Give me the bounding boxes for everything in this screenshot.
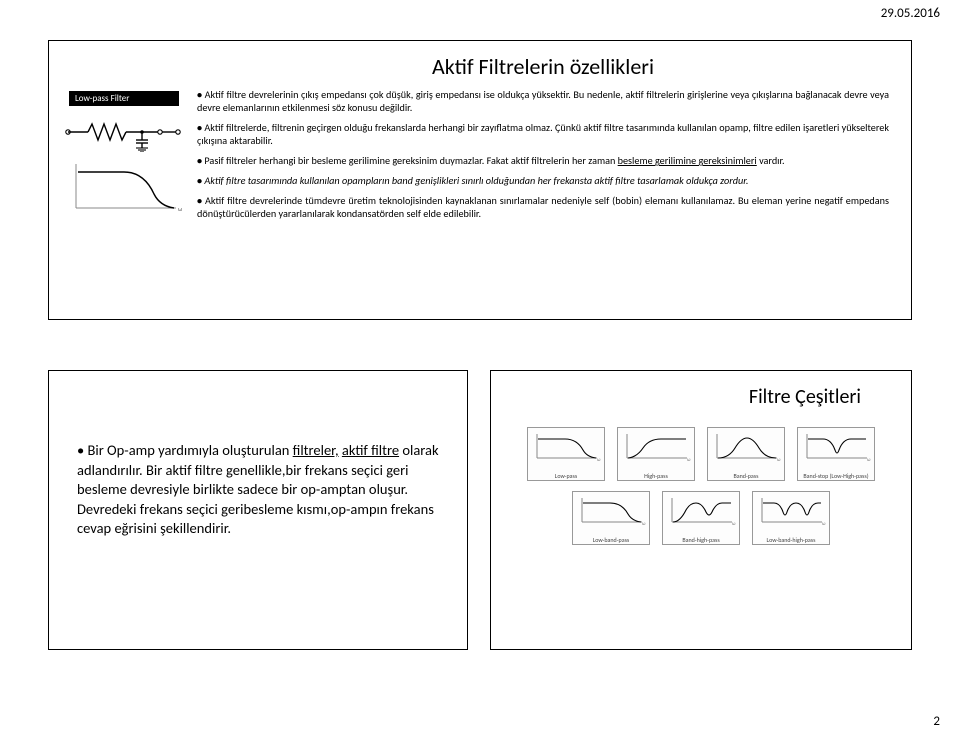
bl-pre: Bir Op-amp yardımıyla oluşturulan bbox=[88, 441, 293, 459]
lpf-figure: Low-pass Filter bbox=[49, 41, 197, 319]
filter-shape-icon: ω bbox=[711, 430, 781, 464]
filter-cell: ω Band-high-pass bbox=[662, 491, 740, 545]
filter-caption: Band-high-pass bbox=[682, 537, 719, 543]
page: 29.05.2016 2 Low-pass Filter bbox=[0, 0, 960, 735]
svg-text:ω: ω bbox=[777, 457, 781, 463]
filter-cell: ω Low-pass bbox=[527, 427, 605, 481]
br-title: Filtre Çeşitleri bbox=[507, 385, 895, 409]
slide-bl-inner: • Bir Op-amp yardımıyla oluşturulan filt… bbox=[49, 371, 467, 539]
lpf-circuit-icon bbox=[64, 112, 184, 152]
bl-u2: aktif filtre bbox=[342, 441, 399, 459]
filter-caption: Low-band-pass bbox=[593, 537, 630, 543]
filter-caption: Low-band-high-pass bbox=[767, 537, 816, 543]
svg-text:ω: ω bbox=[597, 457, 601, 463]
bullet-0-text: Aktif filtre devrelerinin çıkış empedans… bbox=[197, 88, 889, 114]
filter-caption: High-pass bbox=[644, 473, 668, 479]
svg-text:ω: ω bbox=[178, 205, 182, 213]
bullet-2-text: Pasif filtreler herhangi bir besleme ger… bbox=[204, 154, 784, 167]
bullet-4: • Aktif filtre devrelerinde tümdevre üre… bbox=[197, 194, 889, 220]
lpf-response-icon: ω bbox=[64, 158, 184, 218]
bl-u1: filtreler, bbox=[293, 441, 339, 459]
filter-shape-icon: ω bbox=[756, 494, 826, 528]
slide-br-inner: Filtre Çeşitleri ω Low-pass ω High-pass ω Ban… bbox=[491, 371, 911, 649]
filter-cell: ω Band-stop (Low-High-pass) bbox=[797, 427, 875, 481]
bullet-3: • Aktif filtre tasarımında kullanılan op… bbox=[197, 174, 889, 187]
svg-text:ω: ω bbox=[867, 457, 871, 463]
filters-row-0: ω Low-pass ω High-pass ω Band-pass ω Band-stop … bbox=[521, 427, 881, 481]
slide-top-inner: Low-pass Filter bbox=[49, 41, 911, 319]
filter-caption: Band-stop (Low-High-pass) bbox=[803, 473, 868, 479]
bullet-3-text: Aktif filtre tasarımında kullanılan opam… bbox=[204, 174, 748, 187]
filter-cell: ω High-pass bbox=[617, 427, 695, 481]
bullet-4-text: Aktif filtre devrelerinde tümdevre üreti… bbox=[197, 194, 889, 220]
filter-caption: Low-pass bbox=[555, 473, 577, 479]
filter-shape-icon: ω bbox=[666, 494, 736, 528]
filter-cell: ω Low-band-high-pass bbox=[752, 491, 830, 545]
filter-cell: ω Band-pass bbox=[707, 427, 785, 481]
filter-caption: Band-pass bbox=[734, 473, 759, 479]
filter-shape-icon: ω bbox=[576, 494, 646, 528]
page-number: 2 bbox=[933, 714, 940, 729]
page-date: 29.05.2016 bbox=[881, 6, 940, 21]
filter-cell: ω Low-band-pass bbox=[572, 491, 650, 545]
bullet-0: • Aktif filtre devrelerinin çıkış empeda… bbox=[197, 88, 889, 114]
slide-bottom-left: • Bir Op-amp yardımıyla oluşturulan filt… bbox=[48, 370, 468, 650]
bl-paragraph: • Bir Op-amp yardımıyla oluşturulan filt… bbox=[77, 441, 439, 539]
filter-shape-icon: ω bbox=[531, 430, 601, 464]
bullet-1-text: Aktif filtrelerde, filtrenin geçirgen ol… bbox=[197, 121, 889, 147]
svg-text:ω: ω bbox=[687, 457, 691, 463]
slide-bottom-right: Filtre Çeşitleri ω Low-pass ω High-pass ω Ban… bbox=[490, 370, 912, 650]
filter-shape-icon: ω bbox=[801, 430, 871, 464]
bullet-1: • Aktif filtrelerde, filtrenin geçirgen … bbox=[197, 121, 889, 147]
filters-grid: ω Low-pass ω High-pass ω Band-pass ω Band-stop … bbox=[521, 427, 881, 555]
svg-text:ω: ω bbox=[642, 521, 646, 527]
svg-text:ω: ω bbox=[822, 521, 826, 527]
slide-top: Low-pass Filter bbox=[48, 40, 912, 320]
svg-text:ω: ω bbox=[732, 521, 736, 527]
filters-row-1: ω Low-band-pass ω Band-high-pass ω Low-band-h… bbox=[521, 491, 881, 545]
bullet-2: • Pasif filtreler herhangi bir besleme g… bbox=[197, 154, 889, 167]
bullet-2-underline: besleme gerilimine gereksinimleri bbox=[618, 154, 757, 167]
slide-top-text: Aktif Filtrelerin özellikleri • Aktif fi… bbox=[197, 41, 911, 319]
lpf-label: Low-pass Filter bbox=[69, 91, 179, 106]
filter-shape-icon: ω bbox=[621, 430, 691, 464]
slide-top-title: Aktif Filtrelerin özellikleri bbox=[197, 53, 889, 80]
